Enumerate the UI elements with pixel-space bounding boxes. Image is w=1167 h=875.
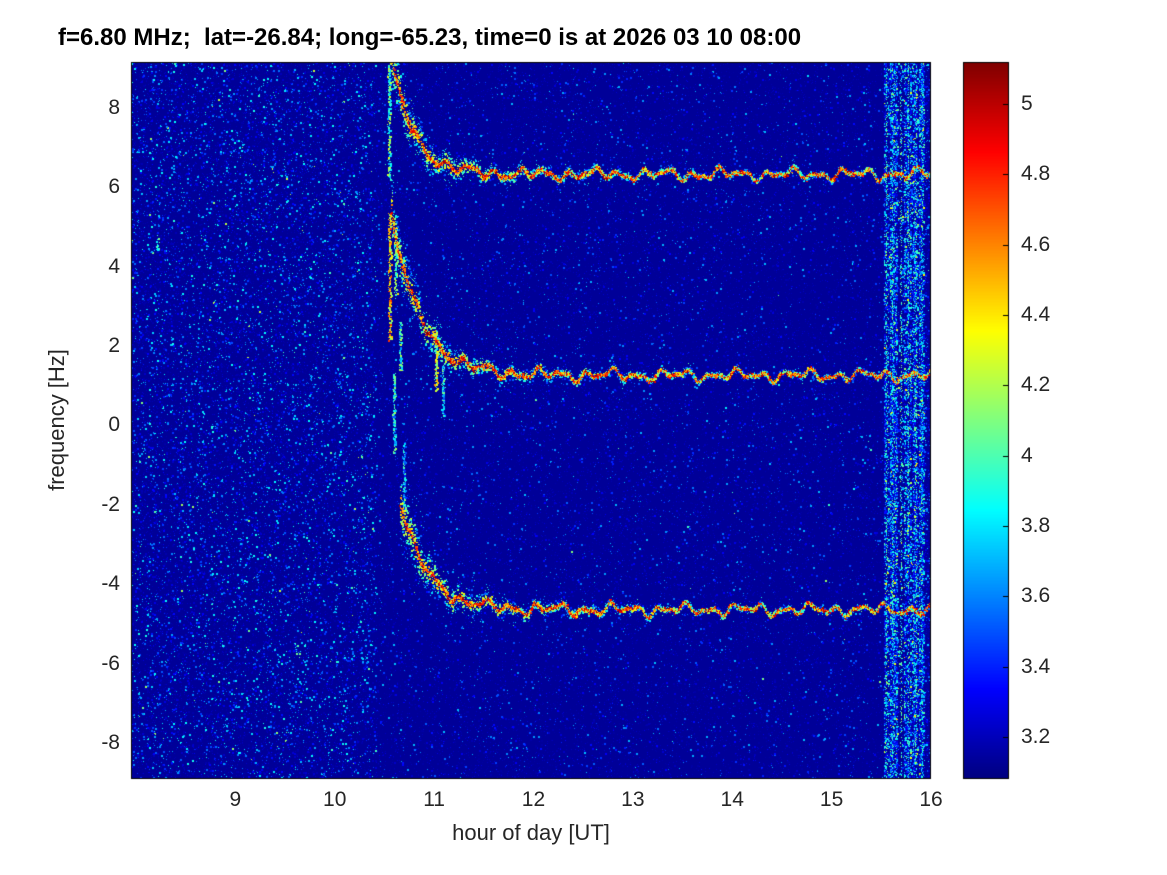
x-tick-label: 10 (323, 788, 347, 811)
colorbar-tick-label: 4.2 (1021, 373, 1051, 397)
colorbar-tick-label: 3.4 (1021, 654, 1051, 678)
colorbar-tick-label: 5 (1021, 92, 1033, 116)
colorbar-tick-label: 4 (1021, 443, 1033, 467)
y-tick-label: 4 (108, 254, 120, 278)
colorbar-tick-label: 4.4 (1021, 303, 1051, 327)
x-tick-label: 14 (720, 788, 744, 811)
y-tick-label: 2 (108, 334, 120, 358)
y-tick-label: -8 (101, 731, 120, 755)
colorbar-tick-label: 4.8 (1021, 162, 1051, 186)
x-tick-label: 11 (423, 788, 445, 811)
y-tick-label: 6 (108, 175, 120, 199)
y-tick-label: -2 (101, 492, 120, 516)
colorbar-tick-label: 3.6 (1021, 584, 1051, 608)
y-tick-label: 8 (108, 95, 120, 119)
x-tick-label: 12 (521, 788, 546, 811)
x-tick-label: 9 (229, 788, 242, 811)
colorbar-tick-label: 3.8 (1021, 513, 1051, 537)
x-tick-label: 16 (919, 788, 943, 811)
x-tick-label: 13 (621, 788, 645, 811)
y-tick-label: -6 (101, 651, 120, 675)
colorbar-tick-label: 4.6 (1021, 232, 1051, 256)
chart-title: f=6.80 MHz; lat=-26.84; long=-65.23, tim… (58, 24, 802, 51)
x-axis-label: hour of day [UT] (452, 820, 610, 845)
x-tick-label: 15 (819, 788, 844, 811)
colorbar-tick-label: 3.2 (1021, 724, 1051, 748)
y-tick-label: 0 (108, 413, 120, 437)
y-tick-label: -4 (101, 572, 120, 596)
